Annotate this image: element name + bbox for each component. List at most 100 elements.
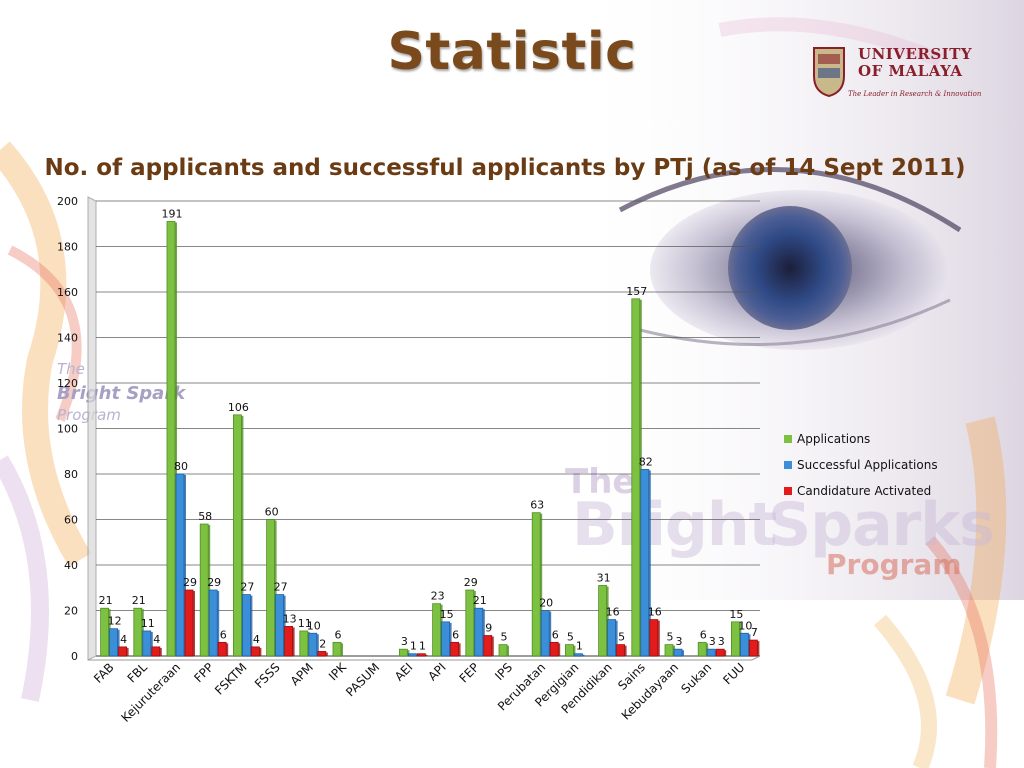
legend-swatch-successful [784,461,792,469]
legend-swatch-applications [784,435,792,443]
bar [398,648,408,657]
data-label: 11 [298,617,312,630]
data-label: 27 [274,581,288,594]
bar-side [657,620,660,656]
legend-label-activated: Candidature Activated [797,484,932,498]
data-label: 3 [676,635,683,648]
bar-side [226,643,229,656]
y-tick-label: 140 [57,332,78,345]
data-label: 6 [220,628,227,641]
data-label: 58 [198,510,212,523]
bar [250,646,260,657]
bar [531,512,541,657]
bar [217,641,227,657]
bar [317,651,327,657]
data-label: 21 [473,594,487,607]
data-label: 29 [207,576,221,589]
x-tick-label: FSSS [252,660,283,691]
bar [706,648,716,657]
watermark-large-the: The [565,462,636,502]
legend-label-applications: Applications [797,432,871,446]
data-label: 16 [606,606,620,619]
bar-side [217,591,220,656]
data-label: 80 [174,460,188,473]
bar-side [292,627,295,656]
logo-line-2: OF MALAYA [858,62,963,80]
y-tick-label: 180 [57,241,78,254]
bar [308,632,318,657]
y-tick-label: 200 [57,195,78,208]
y-tick-label: 120 [57,377,78,390]
bar [749,639,758,657]
x-tick-label: Kejuruteraan [118,660,183,725]
data-label: 13 [283,612,297,625]
data-label: 191 [162,207,183,220]
data-label: 5 [567,631,574,644]
bar-side [682,650,684,656]
bar [416,653,426,657]
bar [474,607,484,657]
bar [299,630,309,657]
data-label: 29 [464,576,478,589]
bar [133,607,143,657]
data-label: 5 [667,631,674,644]
plot-floor-edge [88,655,761,661]
data-label: 6 [552,628,559,641]
data-label: 15 [729,608,743,621]
bar-side [624,645,627,656]
bar-side [757,641,760,656]
bar-side [241,415,244,656]
x-tick-label: Sukan [678,660,714,696]
bar-side [491,636,494,656]
data-label: 6 [700,628,707,641]
data-label: 29 [183,576,197,589]
x-tick-label: FEP [457,660,482,685]
slide-title: Statistic [387,22,637,82]
bar-side [316,634,319,656]
data-label: 82 [639,455,653,468]
data-label: 5 [501,631,508,644]
x-tick-label: PASUM [343,660,382,699]
bar [598,585,607,657]
x-tick-label: FUU [720,660,747,687]
bar-side [540,513,543,656]
x-tick-label: FAB [91,660,117,686]
x-tick-label: FPP [191,660,216,685]
data-label: 63 [530,499,544,512]
bar [407,653,417,657]
bar-side [507,645,509,656]
data-label: 3 [401,635,408,648]
bar [673,648,683,657]
bar [549,641,559,657]
data-label: 6 [335,628,342,641]
bar [740,632,749,657]
bar [498,644,508,657]
bar-side [126,647,129,656]
data-label: 21 [99,594,113,607]
watermark-the: The [57,360,85,378]
data-label: 4 [153,633,160,646]
data-label: 3 [718,635,725,648]
y-tick-label: 80 [64,468,78,481]
bar [284,626,294,657]
data-label: 1 [576,640,583,653]
bar-side [648,470,651,656]
x-tick-label: APM [288,660,316,688]
data-label: 10 [738,619,752,632]
bar [649,619,659,657]
bar-side [482,609,485,656]
data-label: 106 [228,401,249,414]
bar [199,523,209,657]
bar-side [724,650,727,656]
data-label: 10 [307,619,321,632]
bar [175,473,185,657]
watermark-large-program: Program [826,548,962,581]
bar [441,621,451,657]
bar [118,646,127,657]
bar [332,641,342,657]
bar [232,414,242,657]
data-label: 4 [253,633,260,646]
bar-side [175,222,177,656]
bar [631,298,641,657]
